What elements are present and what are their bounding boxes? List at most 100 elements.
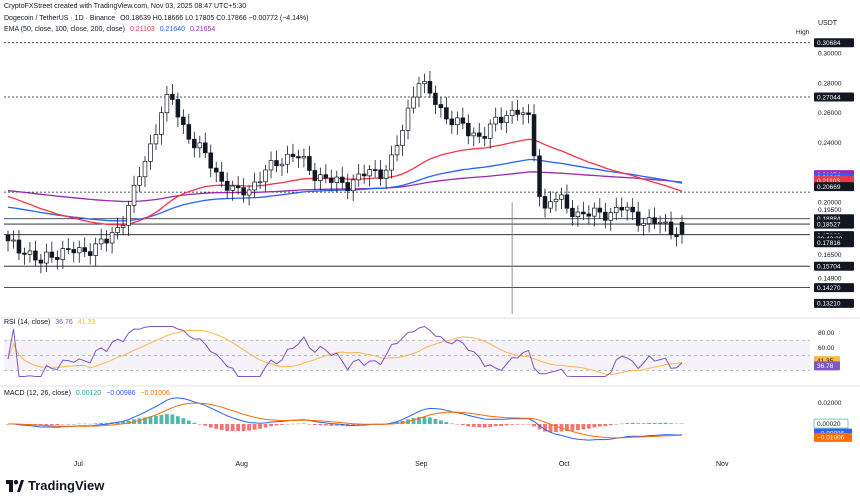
macd-histogram-bar [658,422,662,424]
macd-histogram-bar [537,424,542,430]
macd-histogram-bar [247,424,252,431]
candle [33,250,38,261]
symbol-name[interactable]: Dogecoin / TetherUS · 1D · Binance [4,15,116,22]
candle [646,217,652,224]
macd-histogram-bar [515,424,520,425]
candle [498,116,504,124]
candle [307,156,312,171]
macd-histogram-bar [214,424,219,429]
candle [493,116,498,125]
candle [455,117,460,126]
macd-histogram-bar [323,424,328,426]
macd-histogram-bar [274,424,279,426]
macd-histogram-bar [175,416,180,424]
tradingview-icon [6,479,24,492]
macd-histogram-bar [99,422,104,424]
macd-histogram-bar [493,424,498,427]
candle [44,251,49,264]
candle [438,104,444,108]
macd-value: −0.00986 [106,390,136,397]
macd-histogram-bar [356,424,361,426]
macd-histogram-bar [417,417,421,424]
candle [38,259,44,264]
macd-histogram-bar [543,424,547,432]
rsi-title[interactable]: RSI (14, close) [4,319,51,326]
macd-histogram-bar [154,415,158,424]
price-label-box [814,298,854,308]
macd-histogram-bar [521,424,526,425]
candle [159,112,164,135]
macd-histogram-bar [159,414,164,424]
price-label-box [814,38,854,48]
candle [11,239,16,242]
candle [5,234,11,242]
macd-line [7,397,683,441]
candle [268,160,274,171]
macd-histogram-bar [499,424,504,426]
price-tick-label: 0.20000 [818,200,842,207]
candle [564,194,570,209]
macd-hist-box [813,418,849,429]
candle [679,222,685,235]
macd-histogram-bar [554,424,558,433]
candle [367,169,372,177]
macd-histogram-bar [203,424,208,426]
macd-histogram-bar [630,422,635,424]
candle [224,180,230,191]
macd-histogram-bar [126,420,131,424]
candle [279,163,285,167]
candle [290,153,296,157]
candle [674,234,679,238]
candle [301,156,307,159]
macd-histogram-bar [680,423,684,425]
candle [657,221,663,224]
candle [263,169,268,183]
rsi-tick-label: 60.00 [818,345,835,352]
price-tick-label: 0.28000 [818,80,842,87]
candle [592,207,597,217]
candle [619,207,624,211]
macd-histogram-bar [532,424,536,427]
candle [422,81,427,85]
macd-histogram-bar [334,424,339,426]
rsi-ma-line [7,329,683,376]
rsi-value: 36.76 [55,319,73,326]
ema-label[interactable]: EMA (50, close, 100, close, 200, close) [4,26,126,33]
macd-histogram-bar [296,423,301,425]
macd-histogram-bar [44,424,49,426]
candle [389,154,394,171]
macd-histogram-bar [460,424,465,426]
macd-histogram-bar [477,424,482,428]
candle [334,176,340,183]
price-label-box [814,283,854,293]
macd-histogram-bar [230,424,235,432]
macd-histogram-bar [329,424,334,426]
macd-histogram-bar [71,423,76,425]
macd-histogram-bar [669,423,673,424]
tradingview-logo[interactable]: TradingView [6,478,104,493]
macd-tick-label: 0.02000 [818,400,842,407]
macd-title[interactable]: MACD (12, 26, close) [4,390,71,397]
macd-histogram-bar [526,424,531,425]
ema100-line [7,158,683,222]
candle [416,83,422,98]
macd-histogram-bar [197,424,202,425]
candle [350,179,356,192]
candle [318,174,323,181]
price-label: 0.27044 [817,94,841,101]
macd-histogram-bar [93,423,98,424]
macd-histogram-bar [307,424,312,425]
macd-histogram-bar [148,416,153,424]
rsi-ma-value: 41.33 [77,319,96,326]
price-label: 0.14270 [817,285,841,292]
candle [405,107,411,131]
price-tick-label: 0.30000 [818,50,842,57]
candle [104,238,109,244]
macd-histogram-bar [121,421,125,424]
candle [126,205,131,226]
candle [400,130,405,146]
candle [526,112,531,115]
rsi-line [7,325,683,377]
macd-histogram-bar [55,424,60,426]
